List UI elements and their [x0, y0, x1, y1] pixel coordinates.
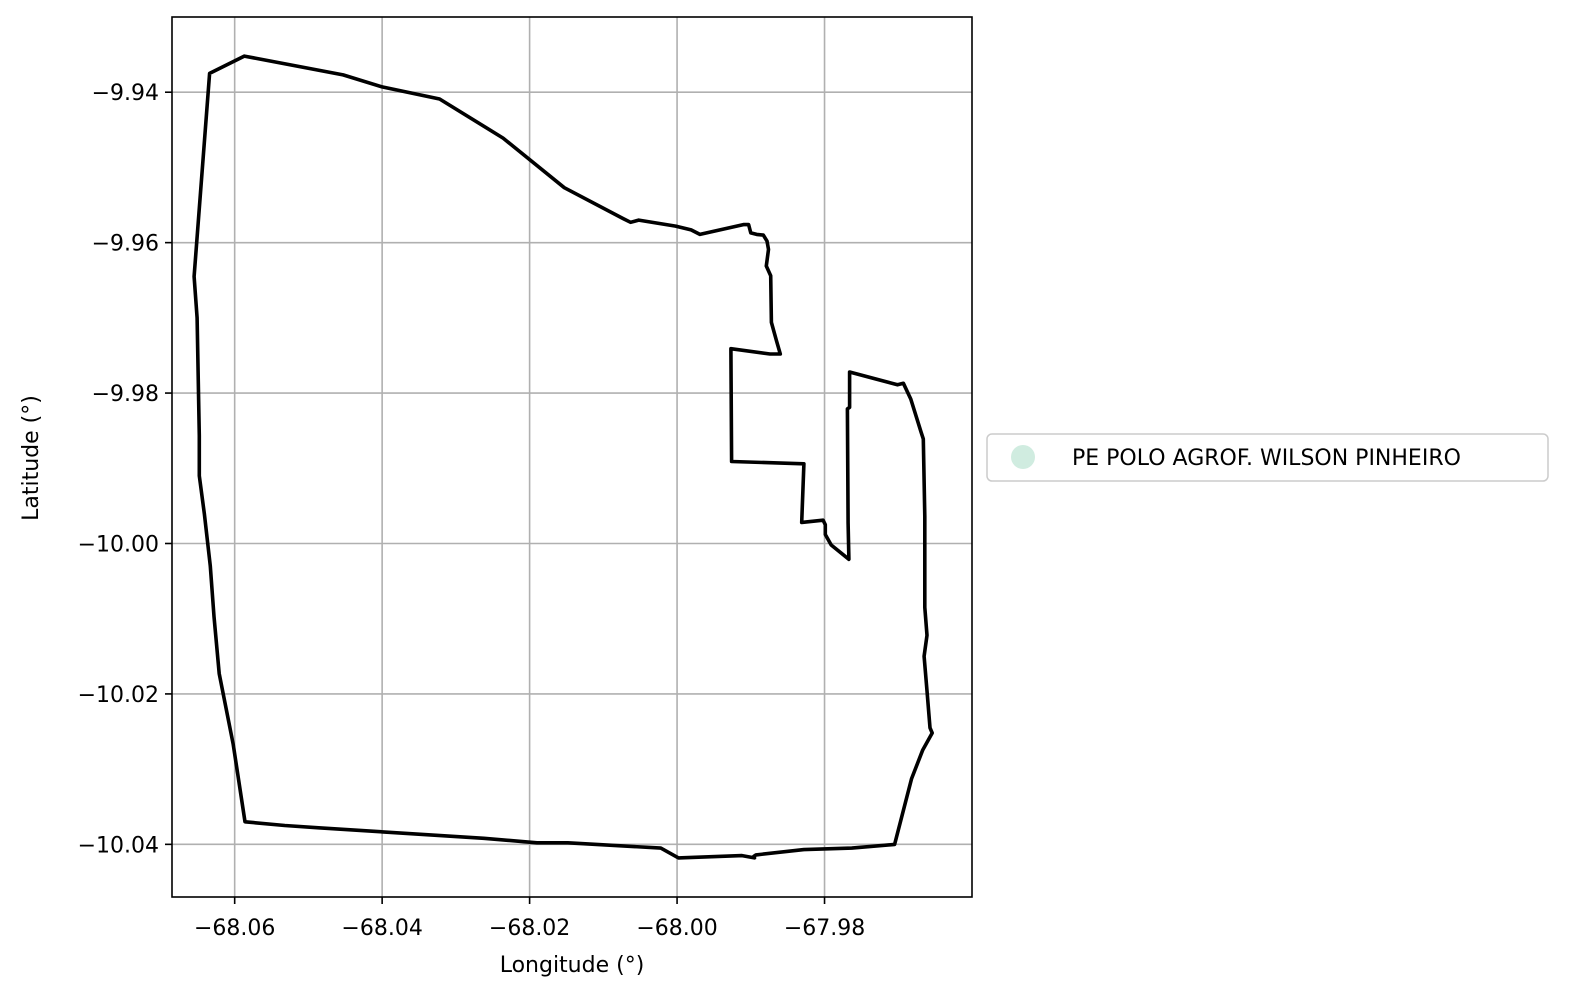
y-tick-label: −10.04: [78, 833, 159, 858]
y-tick-label: −9.98: [92, 382, 159, 407]
y-tick-label: −9.94: [92, 81, 159, 106]
x-tick-label: −68.00: [636, 916, 717, 941]
y-tick-label: −9.96: [92, 232, 159, 257]
y-tick-label: −10.02: [78, 683, 159, 708]
y-axis-ticks: −9.94 −9.96 −9.98 −10.00 −10.02 −10.04: [78, 81, 172, 858]
x-axis-label: Longitude (°): [500, 953, 645, 978]
x-tick-label: −68.02: [489, 916, 570, 941]
park-boundary-polygon: [192, 54, 935, 860]
plot-frame: [171, 16, 973, 898]
y-tick-label: −10.00: [78, 532, 159, 557]
x-tick-label: −68.06: [194, 916, 275, 941]
x-tick-label: −68.04: [341, 916, 422, 941]
legend: PE POLO AGROF. WILSON PINHEIRO: [986, 433, 1549, 482]
y-axis-label: Latitude (°): [19, 395, 44, 521]
legend-entry-label: PE POLO AGROF. WILSON PINHEIRO: [1072, 446, 1461, 471]
boundary-layer: [192, 54, 935, 860]
legend-box: [986, 433, 1549, 482]
x-axis-ticks: −68.06 −68.04 −68.02 −68.00 −67.98: [194, 897, 865, 941]
grid-lines: [172, 17, 972, 897]
legend-marker: [1011, 445, 1035, 469]
x-tick-label: −67.98: [784, 916, 865, 941]
